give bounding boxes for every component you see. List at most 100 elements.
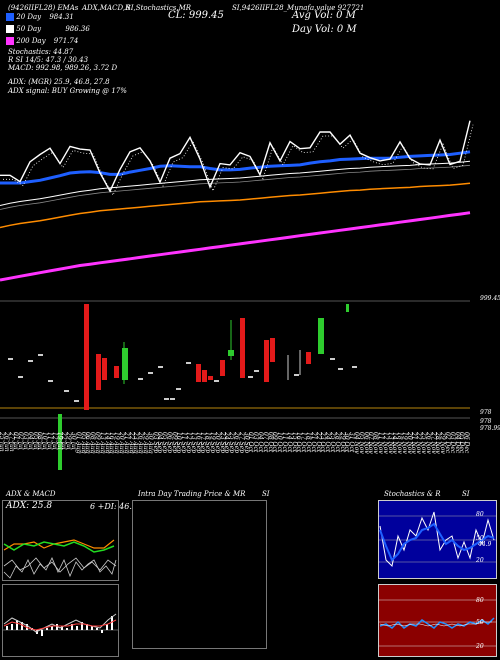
histogram-bar: [106, 624, 108, 630]
day-volume: Day Vol: 0 M: [292, 24, 357, 35]
candle: [84, 304, 89, 410]
ema-100-line: [0, 182, 471, 229]
volume-label: 978: [480, 418, 492, 425]
stoch-level-label: 50: [476, 535, 484, 542]
adx-di: 6 +DI: 46.: [90, 502, 132, 511]
adx-line: [3, 539, 115, 551]
legend-value: 986.36: [65, 25, 90, 33]
symbol-code: SI,9426IIFL28_Munafa.value 927721: [232, 4, 365, 12]
candle: [264, 340, 269, 382]
intraday-panel: [132, 500, 267, 649]
legend-value: 971.74: [53, 37, 79, 45]
candle: [208, 376, 213, 380]
panel-frame: [378, 500, 497, 579]
candle: [270, 338, 275, 362]
date-tick-label: 06 Dec: [463, 432, 471, 454]
macd-readout: MACD: 992.98, 989.26, 3.72 D: [8, 64, 118, 72]
volume-label: 978: [480, 409, 492, 416]
price-dash: [254, 370, 259, 372]
last-price-label: 999.45: [480, 295, 500, 302]
macd-panel: [2, 584, 119, 657]
legend-item: 20 Day 984.31: [6, 13, 74, 22]
price-dash: [38, 354, 43, 356]
price-dash: [170, 398, 175, 400]
rsi-line: [379, 617, 495, 629]
candle: [318, 318, 324, 354]
adx-panel-title: ADX & MACD: [6, 490, 56, 498]
price-dash: [74, 400, 79, 402]
ema-50-band-line: [0, 164, 471, 210]
intraday-panel-si: SI: [262, 490, 270, 498]
stoch-level-label: 80: [476, 511, 484, 518]
price-dash: [158, 366, 163, 368]
price-line: [0, 120, 471, 193]
adx-readout: ADX: (MGR) 25.9, 46.8, 27.8: [8, 78, 110, 86]
intraday-panel-title: Intra Day Trading Price & MR: [138, 490, 246, 498]
histogram-bar: [111, 616, 113, 630]
stochastics-readout: Stochastics: 44.87: [8, 48, 74, 56]
indicator-list: ADX,MACD,R: [82, 4, 131, 12]
panel-frame: [132, 500, 267, 649]
legend-item: 50 Day 986.36: [6, 25, 90, 34]
histogram-bar: [76, 626, 78, 630]
adx-signal: ADX signal: BUY Growing @ 17%: [8, 87, 127, 95]
candle: [306, 352, 311, 364]
price-dashes: [8, 354, 357, 402]
candle: [346, 304, 349, 312]
price-chart: [0, 120, 474, 282]
candle: [114, 366, 119, 378]
plus-di-line: [3, 541, 115, 553]
legend-swatch: [6, 13, 14, 21]
candle: [122, 348, 128, 380]
histogram-bar: [96, 628, 98, 630]
ticker-info: (9426IIFL28) EMAs: [8, 4, 79, 12]
histogram-bar: [61, 626, 63, 630]
price-dash: [352, 366, 357, 368]
adx-panel: [2, 500, 119, 581]
stoch-k-line: [379, 511, 495, 568]
stoch-panel-si: SI: [462, 490, 470, 498]
volume-bar: [58, 414, 62, 470]
candle: [220, 360, 225, 376]
price-dash: [164, 398, 169, 400]
rsi-readout: R SI 14/5: 47.3 / 30.43: [8, 56, 89, 64]
price-dash: [48, 380, 53, 382]
price-dash: [8, 358, 13, 360]
legend-label: 50 Day: [16, 25, 42, 33]
price-dash: [214, 380, 219, 382]
adx-value: ADX: 25.8: [6, 501, 53, 511]
stochastics-panel: [378, 500, 497, 579]
legend-swatch: [6, 25, 14, 33]
price-dash: [294, 374, 299, 376]
legend-swatch: [6, 37, 14, 45]
histogram-bar: [46, 628, 48, 630]
histogram-bar: [71, 624, 73, 630]
price-dash: [138, 378, 143, 380]
rsi-level-label: 50: [476, 619, 484, 626]
price-dash: [330, 358, 335, 360]
ema-50-line: [0, 160, 471, 206]
price-dash: [186, 362, 191, 364]
price-dash: [176, 388, 181, 390]
stoch-value-tag: 44.9: [478, 541, 492, 548]
price-dash: [64, 390, 69, 392]
candles: [84, 304, 349, 410]
adx-signal-line: [3, 557, 117, 573]
panel-frame: [378, 584, 497, 657]
histogram-bar: [51, 626, 53, 630]
histogram-bar: [91, 626, 93, 630]
price-dash: [18, 376, 23, 378]
histogram-bar: [11, 624, 13, 630]
legend-value: 984.31: [49, 13, 74, 21]
candle: [240, 318, 245, 378]
candle: [96, 354, 101, 390]
histogram-bar: [6, 626, 8, 630]
macd-signal-line: [3, 619, 117, 631]
legend-label: 200 Day: [16, 37, 46, 45]
price-dash: [28, 360, 33, 362]
histogram-bar: [66, 628, 68, 630]
histogram-bar: [86, 624, 88, 630]
rsi-level-label: 80: [476, 597, 484, 604]
ema-200-line: [0, 211, 471, 282]
rsi-signal-line: [379, 621, 492, 627]
